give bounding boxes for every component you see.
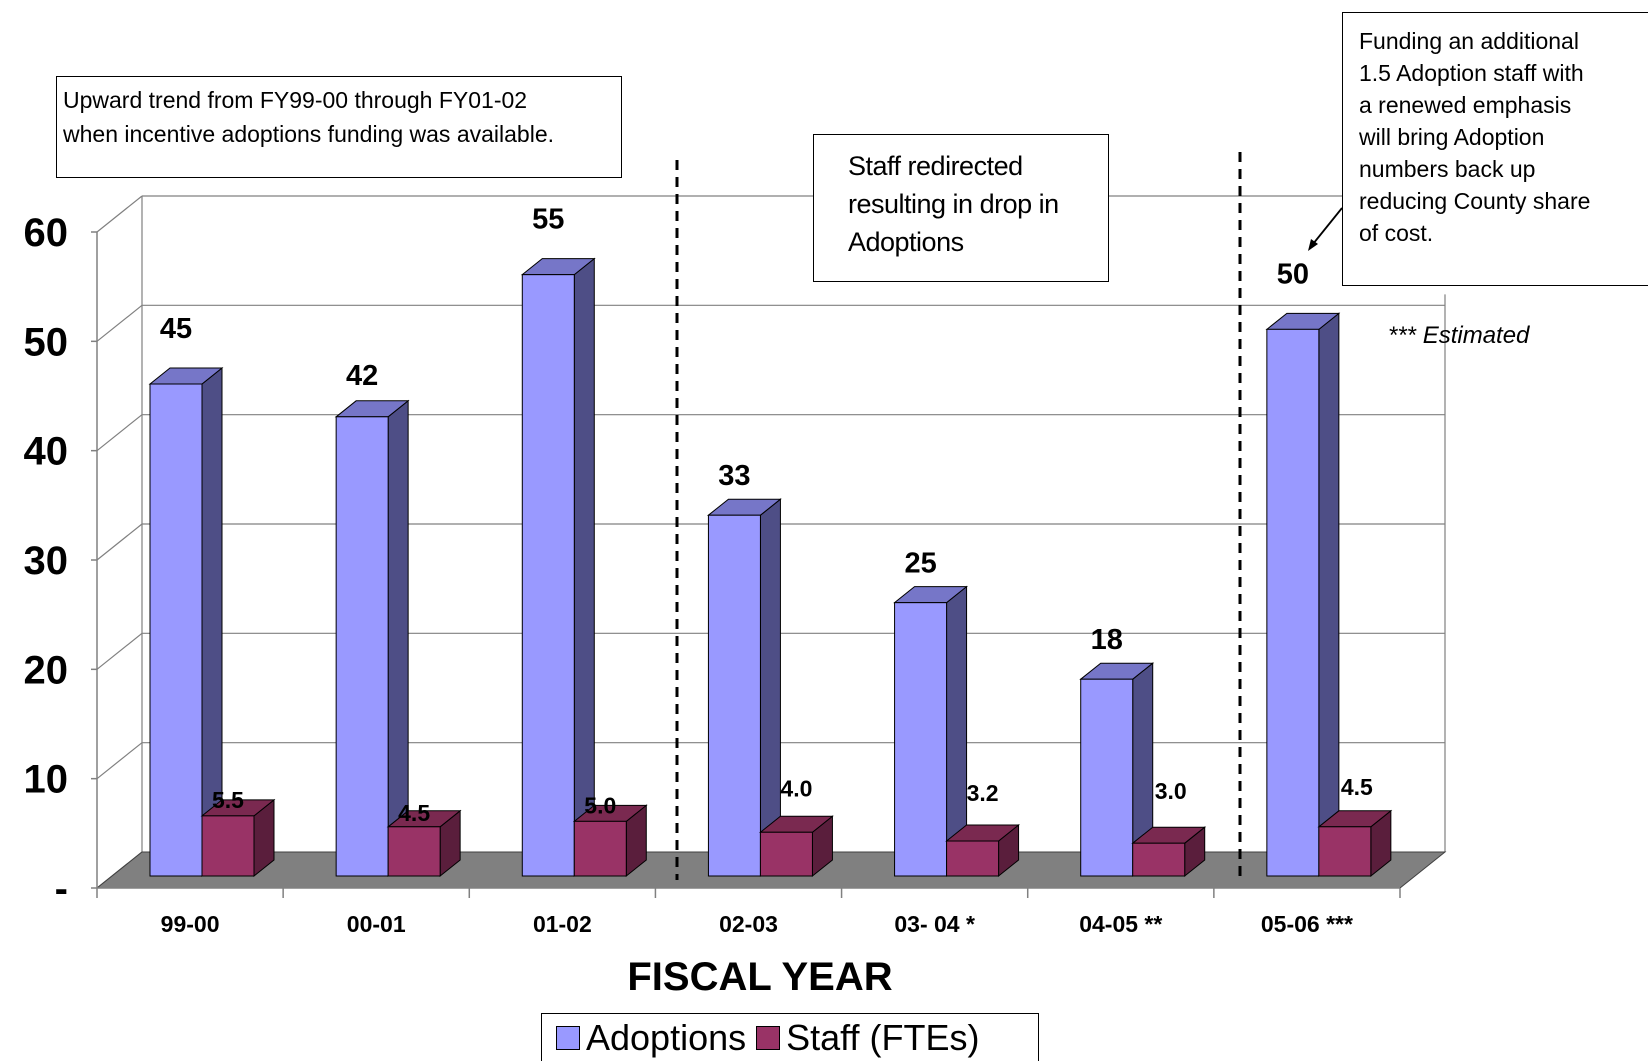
y-tick-label: 10 bbox=[24, 758, 69, 802]
annotation-line: 1.5 Adoption staff with bbox=[1359, 60, 1584, 86]
bar-adoptions-side bbox=[573, 257, 595, 878]
bar-adoptions bbox=[1080, 678, 1134, 877]
data-label-adoptions: 33 bbox=[718, 460, 750, 492]
bar-staff bbox=[573, 820, 627, 877]
annotation-line: will bring Adoption bbox=[1359, 124, 1545, 150]
bar-staff bbox=[946, 840, 1000, 877]
annotation-line: of cost. bbox=[1359, 220, 1434, 246]
annotation-line: a renewed emphasis bbox=[1359, 92, 1572, 118]
bar-adoptions bbox=[521, 274, 575, 877]
data-label-staff: 5.0 bbox=[584, 792, 616, 818]
bar-staff bbox=[387, 826, 441, 877]
bar-adoptions bbox=[335, 416, 389, 877]
x-axis-title: FISCAL YEAR bbox=[627, 955, 892, 999]
x-tick-label: 99-00 bbox=[161, 911, 220, 937]
side-wall-gridline bbox=[96, 195, 143, 233]
bar-adoptions bbox=[707, 514, 761, 877]
legend-label-staff: Staff (FTEs) bbox=[786, 1016, 980, 1058]
bar-adoptions-side bbox=[1318, 312, 1340, 878]
bar-adoptions bbox=[149, 383, 203, 877]
annotation-funding: Funding an additional 1.5 Adoption staff… bbox=[1342, 12, 1648, 286]
annotation-arrow-head bbox=[1308, 239, 1318, 251]
data-label-staff: 3.2 bbox=[967, 780, 999, 806]
bar-adoptions bbox=[1266, 328, 1320, 877]
annotation-line: Staff redirected bbox=[848, 151, 1023, 181]
x-tick-label: 02-03 bbox=[719, 911, 778, 937]
data-label-adoptions: 25 bbox=[904, 548, 936, 580]
annotation-line: resulting in drop in bbox=[848, 189, 1059, 219]
annotation-upward-trend: Upward trend from FY99-00 through FY01-0… bbox=[56, 76, 622, 178]
bar-staff bbox=[1132, 842, 1186, 877]
side-wall-gridline bbox=[96, 632, 143, 670]
data-label-staff: 4.5 bbox=[1341, 774, 1373, 800]
annotation-line: numbers back up bbox=[1359, 156, 1536, 182]
annotation-line: when incentive adoptions funding was ava… bbox=[63, 121, 554, 147]
legend-label-adoptions: Adoptions bbox=[586, 1016, 747, 1058]
x-tick-label: 01-02 bbox=[533, 911, 592, 937]
estimated-note: *** Estimated bbox=[1388, 322, 1530, 349]
y-tick-label: 20 bbox=[24, 648, 69, 692]
annotation-line: reducing County share bbox=[1359, 188, 1591, 214]
data-label-adoptions: 50 bbox=[1277, 258, 1309, 290]
x-tick-label: 00-01 bbox=[347, 911, 406, 937]
side-wall-gridline bbox=[96, 414, 143, 452]
x-tick-label: 03- 04 * bbox=[894, 911, 975, 937]
x-tick-label: 05-06 *** bbox=[1261, 911, 1353, 937]
bar-adoptions bbox=[894, 602, 948, 877]
legend-item-adoptions: Adoptions bbox=[556, 1017, 746, 1059]
legend-item-staff: Staff (FTEs) bbox=[756, 1017, 979, 1059]
y-tick-label: - bbox=[55, 867, 68, 911]
data-label-adoptions: 55 bbox=[532, 204, 564, 236]
y-tick-label: 60 bbox=[24, 211, 69, 255]
side-wall-gridline bbox=[96, 304, 143, 342]
side-wall-gridline bbox=[96, 523, 143, 561]
annotation-line: Upward trend from FY99-00 through FY01-0… bbox=[63, 87, 528, 113]
legend-swatch-staff bbox=[756, 1025, 781, 1050]
bar-staff bbox=[201, 815, 255, 877]
y-tick-label: 50 bbox=[24, 320, 69, 364]
annotation-line: Adoptions bbox=[848, 227, 964, 257]
data-label-adoptions: 42 bbox=[346, 360, 378, 392]
side-wall-gridline bbox=[96, 742, 143, 780]
data-label-staff: 5.5 bbox=[212, 787, 244, 813]
legend: Adoptions Staff (FTEs) bbox=[541, 1013, 1039, 1061]
x-tick-label: 04-05 ** bbox=[1079, 911, 1162, 937]
legend-swatch-adoptions bbox=[556, 1025, 580, 1050]
annotation-arrow-line bbox=[1312, 207, 1343, 245]
bar-staff bbox=[759, 831, 813, 877]
bar-staff bbox=[1318, 826, 1372, 877]
data-label-adoptions: 18 bbox=[1091, 624, 1123, 656]
annotation-staff-redirected: Staff redirected resulting in drop in Ad… bbox=[813, 134, 1109, 282]
data-label-adoptions: 45 bbox=[160, 313, 192, 345]
data-label-staff: 4.5 bbox=[398, 800, 430, 826]
y-tick-label: 40 bbox=[24, 430, 69, 474]
annotation-line: Funding an additional bbox=[1359, 28, 1579, 54]
data-label-staff: 3.0 bbox=[1155, 778, 1187, 804]
y-tick-label: 30 bbox=[24, 539, 69, 583]
data-label-staff: 4.0 bbox=[780, 775, 812, 801]
